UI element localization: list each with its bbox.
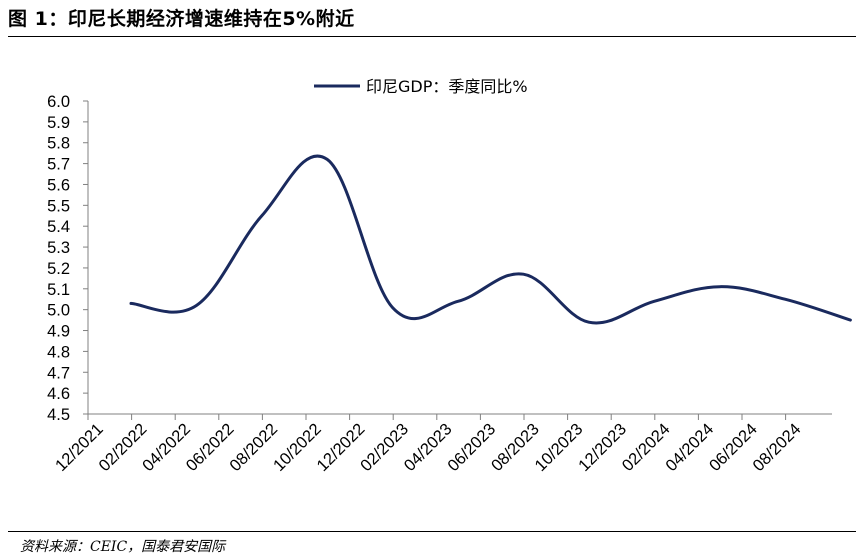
figure-title: 图 1：印尼长期经济增速维持在5%附近 <box>8 8 355 30</box>
x-tick-label: 10/2023 <box>532 420 587 475</box>
x-tick-label: 08/2022 <box>226 420 281 475</box>
y-tick-label: 5.0 <box>47 302 70 320</box>
y-tick-label: 5.9 <box>47 114 70 132</box>
legend: 印尼GDP：季度同比% <box>314 77 528 96</box>
y-tick-label: 5.8 <box>47 135 70 153</box>
y-tick-label: 5.5 <box>47 197 70 215</box>
y-tick-label: 5.7 <box>47 156 70 174</box>
source-note: 资料来源：CEIC，国泰君安国际 <box>20 539 226 555</box>
series-line-0 <box>129 154 852 325</box>
series-layer <box>129 154 852 325</box>
x-tick-label: 02/2022 <box>96 420 151 475</box>
x-tick-label: 04/2022 <box>139 420 194 475</box>
y-tick-label: 6.0 <box>47 93 70 111</box>
title-rule <box>8 36 856 37</box>
x-tick-label: 12/2023 <box>575 420 630 475</box>
x-tick-label: 12/2022 <box>314 420 369 475</box>
y-tick-label: 5.4 <box>47 218 70 236</box>
y-tick-label: 5.2 <box>47 260 70 278</box>
x-tick-label: 04/2023 <box>401 420 456 475</box>
y-tick-label: 4.9 <box>47 323 70 341</box>
x-tick-label: 04/2024 <box>662 420 717 475</box>
x-tick-label: 06/2022 <box>183 420 238 475</box>
source-rule <box>8 531 856 532</box>
y-tick-label: 5.3 <box>47 239 70 257</box>
legend-label: 印尼GDP：季度同比% <box>366 77 528 96</box>
x-tick-label: 06/2024 <box>706 420 761 475</box>
y-tick-label: 5.6 <box>47 176 70 194</box>
y-tick-label: 4.6 <box>47 385 70 403</box>
x-tick-label: 12/2021 <box>52 420 107 475</box>
x-tick-label: 10/2022 <box>270 420 325 475</box>
y-tick-label: 4.8 <box>47 343 70 361</box>
x-tick-label: 08/2024 <box>750 420 805 475</box>
y-axis: 6.0 5.9 5.8 5.7 5.6 5.5 5.4 5.3 5.2 5.1 5.0 4.9 4.8 4… <box>47 93 88 424</box>
y-tick-label: 4.5 <box>47 406 70 424</box>
x-tick-label: 06/2023 <box>444 420 499 475</box>
axes <box>87 101 832 415</box>
x-axis: 12/202102/202204/202206/202208/202210/20… <box>52 414 805 475</box>
y-tick-label: 4.7 <box>47 364 70 382</box>
x-tick-label: 02/2023 <box>357 420 412 475</box>
x-tick-label: 08/2023 <box>488 420 543 475</box>
x-tick-label: 02/2024 <box>619 420 674 475</box>
y-tick-label: 5.1 <box>47 281 70 299</box>
